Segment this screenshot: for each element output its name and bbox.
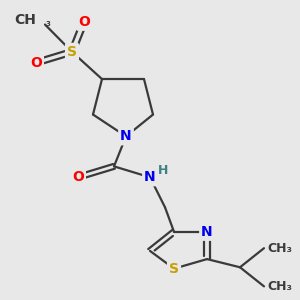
Text: O: O xyxy=(30,56,42,70)
Text: H: H xyxy=(158,164,169,177)
Text: N: N xyxy=(120,129,132,143)
Text: ₃: ₃ xyxy=(45,18,50,28)
Text: S: S xyxy=(169,262,179,276)
Text: CH₃: CH₃ xyxy=(267,242,292,255)
Text: S: S xyxy=(67,45,77,59)
Text: O: O xyxy=(78,15,90,29)
Text: N: N xyxy=(144,170,156,184)
Text: O: O xyxy=(72,170,84,184)
Text: N: N xyxy=(201,225,213,239)
Text: CH: CH xyxy=(14,14,36,28)
Text: CH₃: CH₃ xyxy=(267,280,292,293)
